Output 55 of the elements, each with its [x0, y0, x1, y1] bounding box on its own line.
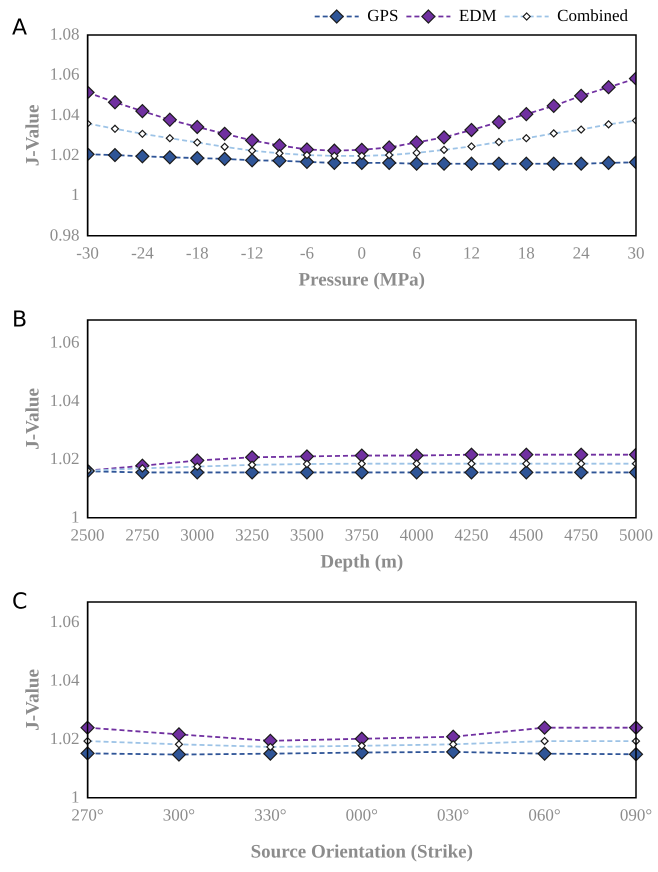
chart-title: A	[12, 16, 28, 41]
x-tick-label: 000°	[346, 805, 378, 824]
x-tick-label: -30	[76, 243, 99, 262]
x-tick-label: 24	[572, 243, 590, 262]
y-tick-label: 1.02	[50, 449, 80, 468]
x-tick-label: 2750	[125, 525, 160, 544]
y-tick-label: 1.06	[50, 332, 80, 352]
x-tick-label: 4000	[400, 525, 434, 544]
y-tick-label: 1	[71, 185, 80, 204]
x-tick-label: 0	[358, 243, 366, 262]
x-tick-label: 2500	[70, 525, 105, 544]
x-tick-label: 3750	[344, 525, 379, 544]
y-tick-label: 0.98	[50, 225, 80, 244]
x-tick-label: 5000	[619, 525, 653, 544]
x-tick-label: 4750	[564, 525, 598, 544]
y-tick-label: 1.06	[50, 64, 80, 84]
y-tick-label: 1.06	[50, 612, 80, 631]
x-tick-label: 3250	[235, 525, 270, 544]
y-tick-label: 1.04	[50, 104, 80, 124]
x-tick-label: 270°	[71, 805, 104, 824]
chart-title: B	[12, 308, 28, 333]
x-tick-label: 4500	[509, 525, 544, 544]
x-tick-label: 330°	[254, 805, 287, 824]
y-tick-label: 1	[71, 787, 80, 806]
x-tick-label: 18	[518, 243, 535, 262]
x-tick-label: -12	[240, 243, 264, 262]
y-tick-label: 1.08	[50, 24, 80, 44]
x-axis-title: Source Orientation (Strike)	[250, 842, 473, 863]
y-tick-label: 1.02	[50, 728, 80, 748]
y-tick-label: 1.02	[50, 144, 80, 164]
x-tick-label: 4250	[454, 525, 488, 544]
x-tick-label: -6	[300, 243, 314, 262]
y-axis-title: J-Value	[22, 669, 44, 731]
x-tick-label: 3000	[180, 525, 214, 544]
x-tick-label: 060°	[528, 805, 561, 824]
y-tick-label: 1	[71, 507, 80, 526]
y-axis-title: J-Value	[22, 104, 44, 166]
x-tick-label: 090°	[620, 805, 652, 824]
x-axis-title: Depth (m)	[320, 552, 404, 573]
chart-title: C	[12, 590, 28, 615]
x-tick-label: 300°	[162, 805, 196, 824]
x-tick-label: 6	[412, 243, 421, 262]
y-axis-title: J-Value	[22, 388, 44, 450]
legend-label: Combined	[557, 6, 628, 25]
legend-label: EDM	[458, 6, 497, 25]
y-tick-label: 1.04	[50, 670, 80, 690]
x-tick-label: 30	[628, 243, 644, 262]
x-tick-label: 12	[462, 243, 480, 262]
x-axis-title: Pressure (MPa)	[298, 270, 425, 291]
y-tick-label: 1.04	[50, 390, 80, 410]
x-tick-label: -24	[131, 243, 154, 262]
x-tick-label: -18	[186, 243, 209, 262]
x-tick-label: 3500	[290, 525, 324, 544]
legend-label: GPS	[367, 6, 398, 25]
x-tick-label: 030°	[437, 805, 470, 824]
